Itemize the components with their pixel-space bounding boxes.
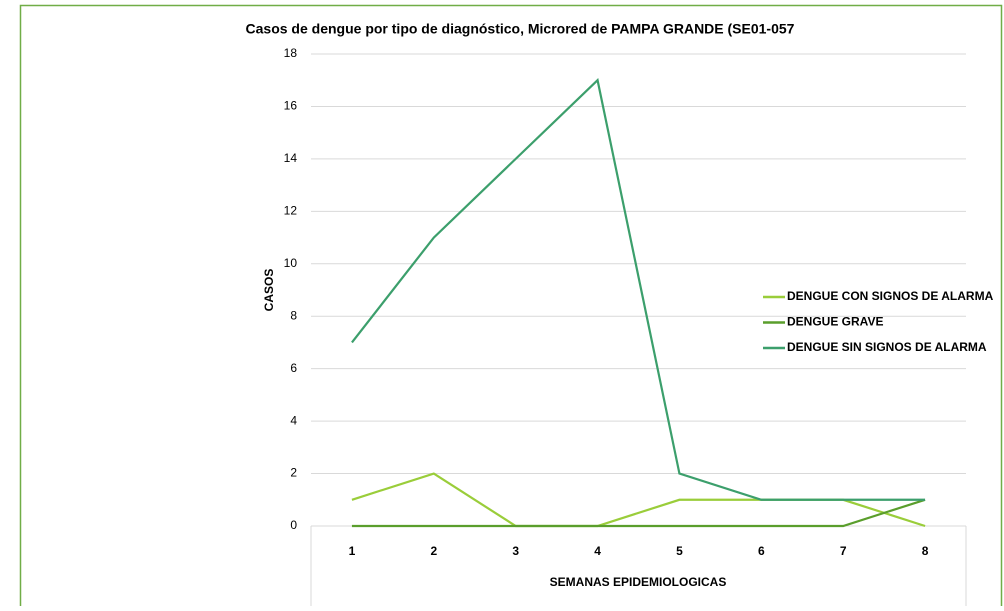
chart-title: Casos de dengue por tipo de diagnóstico,…	[246, 21, 795, 37]
y-tick-label: 18	[284, 46, 298, 60]
y-tick-label: 0	[290, 518, 297, 532]
legend-label: DENGUE GRAVE	[787, 315, 883, 329]
y-tick-label: 8	[290, 308, 297, 322]
y-tick-label: 4	[290, 413, 297, 427]
y-axis-label: CASOS	[262, 269, 276, 312]
y-tick-label: 10	[284, 256, 298, 270]
y-tick-label: 14	[284, 151, 298, 165]
legend-label: DENGUE CON SIGNOS DE ALARMA	[787, 289, 994, 303]
x-tick-label: 3	[512, 544, 519, 558]
x-tick-label: 2	[430, 544, 437, 558]
axis-box	[310, 526, 967, 606]
y-tick-label: 2	[290, 466, 297, 480]
frame	[19, 4, 1003, 606]
x-tick-label: 1	[349, 544, 356, 558]
y-tick-label: 6	[290, 361, 297, 375]
x-tick-label: 8	[922, 544, 929, 558]
x-tick-label: 6	[758, 544, 765, 558]
legend-label: DENGUE SIN SIGNOS DE ALARMA	[787, 340, 987, 354]
x-tick-label: 4	[594, 544, 601, 558]
y-tick-label: 12	[284, 204, 298, 218]
y-tick-label: 16	[284, 99, 298, 113]
x-tick-label: 7	[840, 544, 847, 558]
x-tick-label: 5	[676, 544, 683, 558]
x-axis-label: SEMANAS EPIDEMIOLOGICAS	[550, 575, 727, 589]
series-line	[351, 498, 926, 528]
series-line	[351, 78, 926, 501]
